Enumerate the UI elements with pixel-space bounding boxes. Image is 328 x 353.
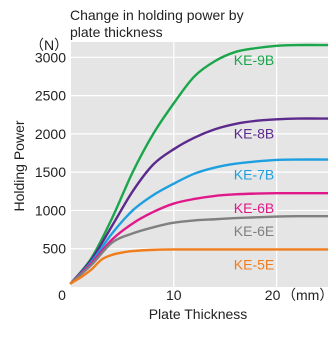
y-tick-label: 500 [43,241,67,257]
x-tick-label: 20 [265,287,281,303]
series-label-ke-6e: KE-6E [234,223,274,239]
x-tick-labels: 0 10 20 [58,287,280,303]
series-label-ke-7b: KE-7B [234,167,274,183]
series-line-ke-7b [69,158,328,285]
series-line-ke-6b [69,191,328,285]
series-line-ke-8b [69,117,328,285]
plot-background [71,42,328,287]
y-tick-label: 3000 [35,49,66,65]
y-tick-label: 1000 [35,202,66,218]
x-tick-label: 10 [166,287,182,303]
y-axis-unit: （N） [30,37,68,53]
x-axis-unit: （mm） [282,287,328,303]
y-tick-label: 2500 [35,88,66,104]
y-tick-labels: 500 1000 1500 2000 2500 3000 [35,49,66,256]
x-axis-label: Plate Thickness [149,306,248,322]
series-labels: KE-9B KE-8B KE-7B KE-6B KE-6E KE-5E [234,52,274,272]
chart-title-line-1: Change in holding power by [70,7,244,23]
y-tick-label: 2000 [35,126,66,142]
series-line-ke-5e [69,248,328,285]
series-label-ke-5e: KE-5E [234,256,274,272]
series-line-ke-9b [69,43,328,285]
y-axis-label: Holding Power [11,120,27,211]
series-label-ke-9b: KE-9B [234,52,274,68]
x-tick-label: 0 [58,287,66,303]
series-label-ke-8b: KE-8B [234,126,274,142]
series-lines [69,43,328,285]
chart-title-line-2: plate thickness [70,24,163,40]
series-line-ke-6e [69,214,328,285]
series-label-ke-6b: KE-6B [234,200,274,216]
y-tick-label: 1500 [35,164,66,180]
